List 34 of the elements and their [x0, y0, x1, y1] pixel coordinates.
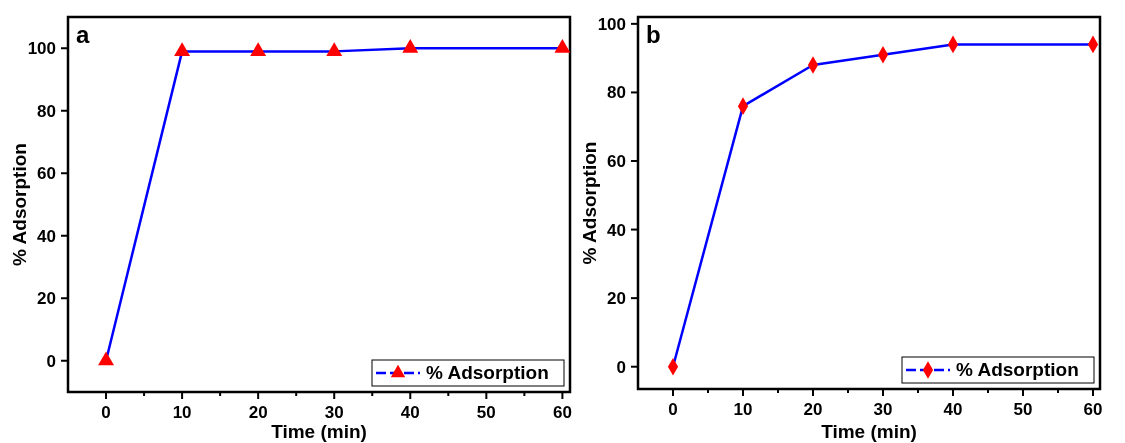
- y-tick-label: 0: [46, 351, 56, 371]
- x-tick-label: 30: [873, 400, 893, 419]
- legend-label: % Adsorption: [956, 359, 1079, 380]
- x-tick-label: 0: [668, 400, 678, 419]
- x-tick-label: 60: [1083, 400, 1103, 419]
- x-tick-label: 50: [1013, 400, 1033, 419]
- y-axis-title: % Adsorption: [9, 143, 30, 266]
- y-tick-label: 20: [607, 289, 626, 309]
- x-tick-label: 50: [476, 403, 496, 422]
- x-axis-title: Time (min): [821, 421, 917, 442]
- annotation: a: [76, 21, 90, 48]
- y-axis-title: % Adsorption: [579, 141, 600, 265]
- y-tick-label: 100: [597, 14, 626, 34]
- x-axis-title: Time (min): [271, 421, 367, 442]
- x-tick-label: 30: [324, 403, 344, 422]
- y-tick-label: 60: [607, 152, 626, 171]
- x-tick-label: 40: [400, 403, 420, 422]
- y-tick-label: 100: [27, 39, 56, 59]
- y-tick-label: 80: [37, 101, 56, 121]
- y-tick-label: 40: [607, 220, 626, 240]
- y-tick-label: 60: [37, 164, 56, 184]
- x-tick-label: 0: [101, 403, 111, 422]
- x-tick-label: 20: [803, 400, 823, 419]
- annotation: b: [646, 21, 661, 48]
- legend-label: % Adsorption: [426, 362, 549, 383]
- x-tick-label: 40: [943, 400, 963, 419]
- x-tick-label: 60: [552, 403, 572, 422]
- y-tick-label: 20: [37, 289, 56, 309]
- x-tick-label: 10: [733, 400, 753, 419]
- y-tick-label: 80: [607, 83, 626, 103]
- x-tick-label: 10: [172, 403, 192, 422]
- y-tick-label: 40: [37, 226, 56, 246]
- y-tick-label: 0: [616, 357, 626, 377]
- x-tick-label: 20: [248, 403, 268, 422]
